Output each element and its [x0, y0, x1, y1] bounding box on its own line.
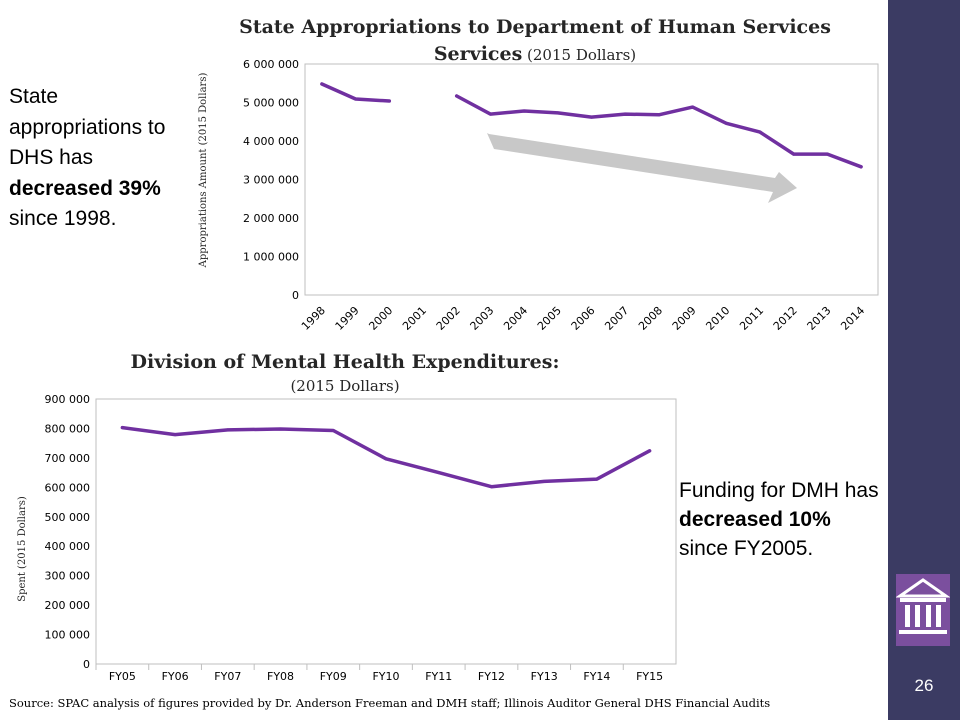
chart1-data-point [488, 112, 492, 116]
chart2-y-tick-label: 500 000 [45, 511, 91, 524]
chart1-x-tick-label: 2004 [501, 304, 530, 333]
chart1-title: State Appropriations to Department of Hu… [239, 16, 831, 38]
note2-text-end: since FY2005. [679, 537, 814, 560]
chart2-y-tick-label: 0 [83, 658, 90, 671]
chart1-data-point [792, 152, 796, 156]
building-logo-icon [895, 574, 951, 646]
chart1-data-point [320, 82, 324, 86]
chart2-plot-border [95, 398, 677, 665]
chart1-x-tick-label: 2006 [569, 304, 598, 333]
chart1-y-axis-label: Appropriations Amount (2015 Dollars) [198, 73, 209, 269]
chart2-y-tick-label: 700 000 [45, 452, 91, 465]
page-number: 26 [914, 676, 934, 695]
dhs-decrease-note: State appropriations to DHS has decrease… [9, 82, 179, 235]
source-note: Source: SPAC analysis of figures provide… [9, 696, 771, 710]
chart2-x-tick-label: FY15 [636, 670, 663, 683]
chart2-data-point [226, 428, 230, 432]
chart1-x-tick-label: 2005 [535, 304, 564, 333]
chart1-y-tick-label: 2 000 000 [243, 212, 299, 225]
chart1-y-tick-label: 5 000 000 [243, 97, 299, 110]
chart1-series-line [454, 94, 863, 169]
chart1-x-tick-label: 2011 [737, 304, 766, 333]
chart2-data-point [542, 479, 546, 483]
chart1-x-tick-label: 1998 [299, 304, 328, 333]
chart2-data-point [331, 429, 335, 433]
chart2-x-tick-label: FY12 [478, 670, 505, 683]
chart2-y-axis-label: Spent (2015 Dollars) [17, 496, 28, 602]
chart1-data-point [724, 121, 728, 125]
chart2-data-point [279, 427, 283, 431]
chart1-y-tick-label: 6 000 000 [243, 58, 299, 71]
chart2-subtitle: (2015 Dollars) [290, 377, 399, 395]
chart1-y-tick-label: 1 000 000 [243, 251, 299, 264]
chart1-x-tick-label: 2003 [468, 304, 497, 333]
chart2-series-line [120, 425, 652, 489]
chart2-x-tick-label: FY06 [162, 670, 189, 683]
chart1-x-tick-label: 2001 [400, 304, 429, 333]
chart2-data-point [489, 485, 493, 489]
chart1-x-tick-label: 2010 [703, 304, 732, 333]
chart2-y-tick-label: 100 000 [45, 629, 91, 642]
dhs-appropriations-chart: State Appropriations to Department of Hu… [198, 16, 879, 333]
chart2-data-point [648, 449, 652, 453]
dmh-decrease-note: Funding for DMH has decreased 10% since … [679, 476, 884, 563]
note2-emphasis: decreased 10% [679, 508, 831, 531]
chart2-x-tick-label: FY11 [425, 670, 452, 683]
chart1-data-point [590, 115, 593, 119]
chart2-data-point [120, 426, 124, 430]
sidebar-band: 26 [888, 0, 960, 720]
chart1-data-point [556, 111, 560, 115]
chart2-data-point [173, 433, 177, 437]
chart2-data-point [437, 471, 441, 475]
chart1-data-point [455, 94, 459, 98]
note2-text: Funding for DMH has [679, 479, 879, 502]
chart1-data-point [387, 99, 391, 103]
chart1-x-tick-label: 2008 [636, 304, 665, 333]
chart1-x-tick-label: 1999 [333, 304, 362, 333]
chart1-x-tick-label: 2009 [670, 304, 699, 333]
chart1-plot-border [304, 63, 879, 296]
note1-text: State appropriations to DHS has [9, 85, 166, 169]
chart2-y-tick-label: 800 000 [45, 422, 91, 435]
note1-text-end: since 1998. [9, 207, 117, 230]
chart1-data-point [825, 152, 829, 156]
chart1-data-point [522, 109, 526, 113]
chart2-x-tick-label: FY05 [109, 670, 136, 683]
chart1-data-point [623, 112, 627, 116]
chart1-title-line2: Services (2015 Dollars) [434, 43, 636, 65]
chart2-x-tick-label: FY13 [531, 670, 558, 683]
chart2-y-tick-label: 400 000 [45, 540, 91, 553]
chart1-x-tick-label: 2013 [805, 304, 834, 333]
chart2-data-point [384, 457, 388, 461]
chart2-y-tick-label: 200 000 [45, 599, 91, 612]
chart2-title: Division of Mental Health Expenditures: [131, 351, 560, 373]
chart1-x-tick-label: 2014 [838, 304, 867, 333]
chart2-x-tick-label: FY09 [320, 670, 347, 683]
chart1-y-tick-label: 4 000 000 [243, 135, 299, 148]
chart1-data-point [657, 113, 661, 117]
chart1-y-tick-label: 3 000 000 [243, 174, 299, 187]
chart2-y-tick-label: 600 000 [45, 481, 91, 494]
chart2-x-tick-label: FY08 [267, 670, 294, 683]
chart1-data-point [691, 105, 695, 109]
chart1-y-tick-label: 0 [292, 289, 299, 302]
chart2-data-point [595, 477, 599, 481]
chart1-x-tick-label: 2012 [771, 304, 800, 333]
chart1-x-tick-label: 2000 [366, 304, 395, 333]
chart2-x-tick-label: FY10 [372, 670, 399, 683]
chart1-data-point [354, 97, 358, 101]
chart1-x-tick-label: 2002 [434, 304, 463, 333]
note1-emphasis: decreased 39% [9, 176, 161, 200]
chart1-data-point [859, 165, 863, 169]
chart2-y-tick-label: 300 000 [45, 570, 91, 583]
chart1-data-point [758, 130, 762, 134]
trend-arrow [487, 133, 797, 203]
chart2-y-tick-label: 900 000 [45, 393, 91, 406]
chart1-x-tick-label: 2007 [602, 304, 631, 333]
chart2-x-tick-label: FY14 [583, 670, 610, 683]
chart2-x-tick-label: FY07 [214, 670, 241, 683]
dmh-expenditures-chart: Division of Mental Health Expenditures: … [17, 351, 677, 683]
